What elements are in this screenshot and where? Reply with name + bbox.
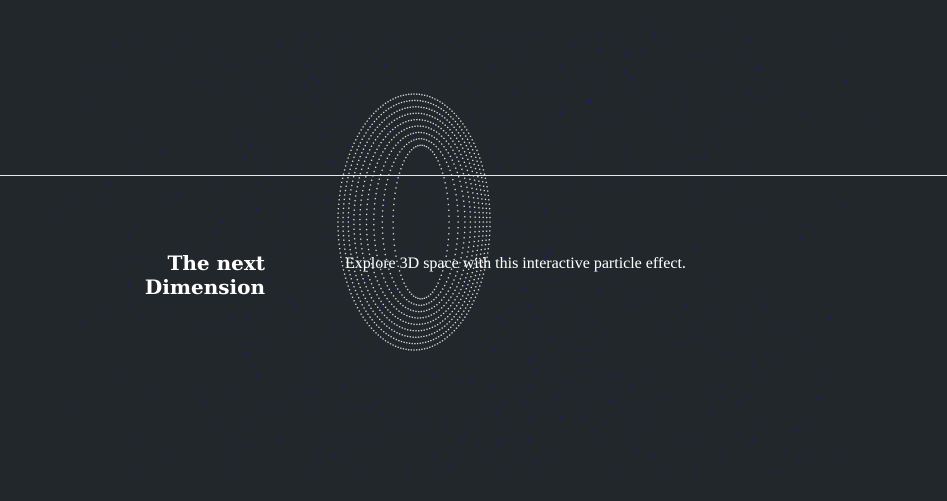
hero-title-line-2: Dimension (144, 275, 265, 299)
scatter-particles (53, 29, 869, 480)
particle-rings (337, 93, 491, 351)
hero-title: The next Dimension (120, 251, 265, 299)
horizon-line (0, 175, 947, 176)
hero-title-line-1: The next (167, 251, 265, 275)
hero-tagline: Explore 3D space with this interactive p… (345, 255, 686, 272)
